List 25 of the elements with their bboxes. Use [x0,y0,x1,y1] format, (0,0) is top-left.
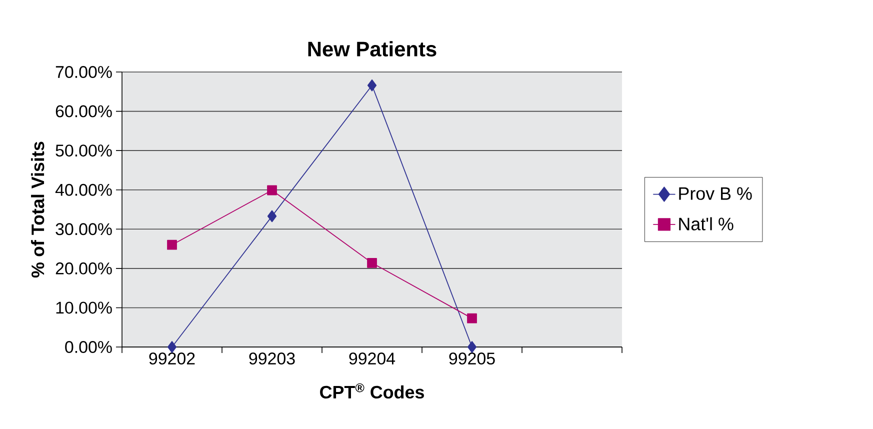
point [367,79,377,92]
x-tick-label: 99204 [349,352,396,365]
x-tick-label: 99203 [249,352,295,365]
y-tick-label: 20.00% [56,262,112,274]
y-tick-label: 70.00% [56,66,112,78]
y-tick-label: 30.00% [56,223,112,236]
y-tick-label: 60.00% [56,105,112,118]
y-axis-title: % of Total Visits [31,142,44,278]
x-axis-title: CPT$^{®}$ Codes [320,383,424,399]
point [267,210,277,222]
y-tick-label: 0.00% [65,341,112,353]
y-tick-label: 50.00% [56,144,112,157]
point [167,341,177,353]
point [367,258,377,268]
point [167,240,177,250]
y-tick-label: 40.00% [55,184,112,196]
point [467,341,477,353]
point [467,313,477,324]
chart-title: New Patients [308,41,436,57]
legend-label: Prov B % [679,187,752,200]
point [267,185,277,196]
x-tick-label: 99205 [449,352,495,365]
y-tick-label: 10.00% [56,302,112,314]
legend-label: Nat'l % [679,217,734,230]
x-tick-label: 99202 [149,352,195,365]
